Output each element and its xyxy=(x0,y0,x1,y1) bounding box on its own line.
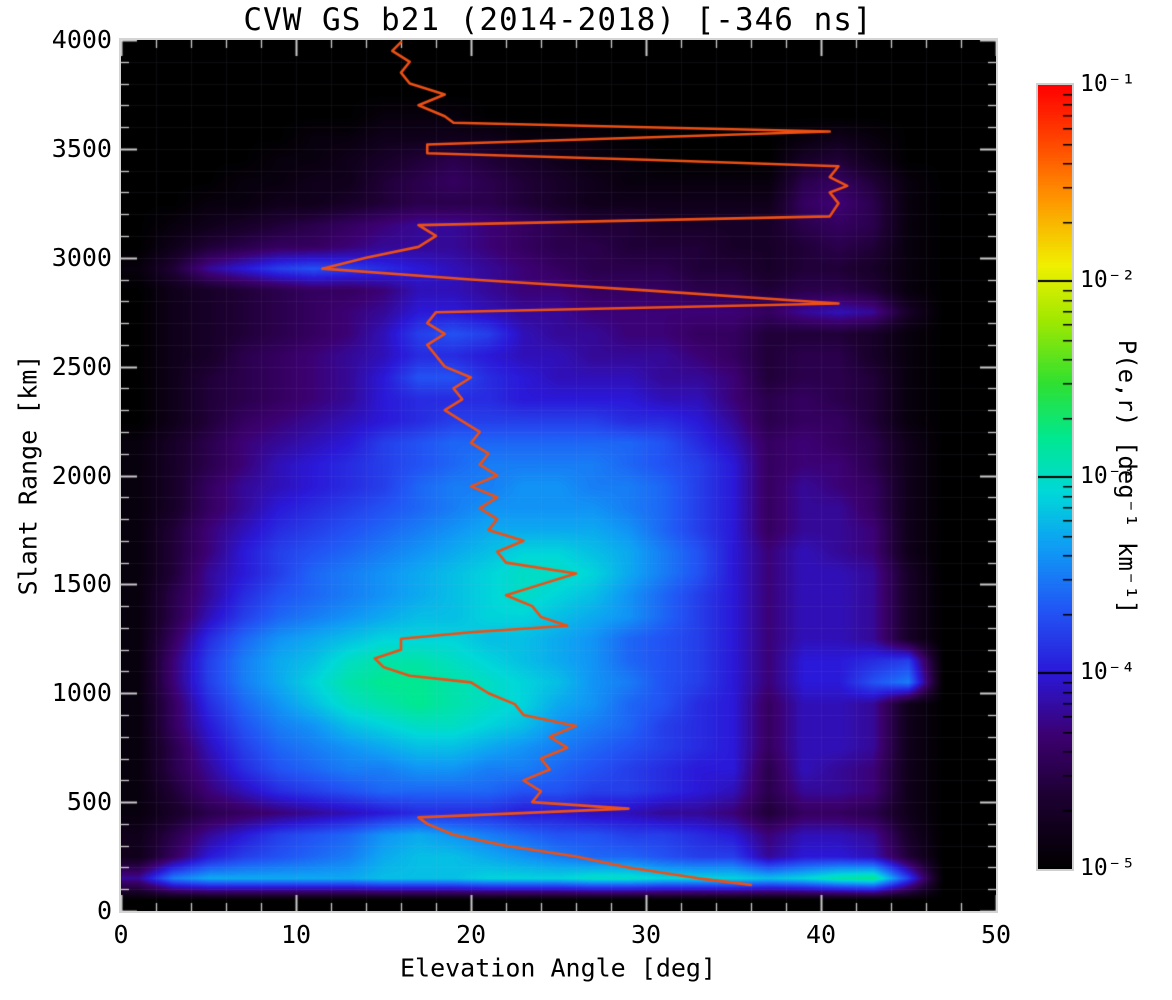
x-tick-label: 20 xyxy=(455,920,487,949)
colorbar-tick-label: 10⁻¹ xyxy=(1080,71,1136,97)
x-axis-label: Elevation Angle [deg] xyxy=(399,953,717,983)
colorbar-frame xyxy=(1036,83,1074,871)
chart-title: CVW GS b21 (2014-2018) [-346 ns] xyxy=(243,2,873,38)
y-tick-label: 3500 xyxy=(51,133,112,163)
colorbar-tick-label: 10⁻³ xyxy=(1080,463,1136,489)
colorbar-label: P(e,r) [deg⁻¹ km⁻¹] xyxy=(1113,339,1141,615)
x-tick-label: 30 xyxy=(630,920,662,949)
heatmap-canvas xyxy=(121,40,996,911)
y-tick-label: 4000 xyxy=(51,25,112,54)
y-tick-label: 2500 xyxy=(51,351,112,381)
x-tick-label: 0 xyxy=(113,920,129,949)
colorbar-tick-label: 10⁻² xyxy=(1080,267,1136,293)
colorbar-canvas xyxy=(1038,85,1072,869)
y-axis-label: Slant Range [km] xyxy=(13,354,43,596)
y-tick-label: 2000 xyxy=(51,460,112,490)
colorbar-tick-label: 10⁻⁵ xyxy=(1080,855,1136,881)
y-tick-label: 0 xyxy=(96,896,112,925)
x-tick-label: 10 xyxy=(280,920,312,949)
y-tick-label: 1000 xyxy=(51,678,112,708)
y-tick-label: 1500 xyxy=(51,569,112,599)
colorbar-tick-label: 10⁻⁴ xyxy=(1080,659,1136,685)
x-tick-label: 50 xyxy=(980,920,1012,949)
plot-frame xyxy=(119,38,998,913)
y-tick-label: 3000 xyxy=(51,242,112,272)
x-tick-label: 40 xyxy=(805,920,837,949)
y-tick-label: 500 xyxy=(66,787,112,817)
